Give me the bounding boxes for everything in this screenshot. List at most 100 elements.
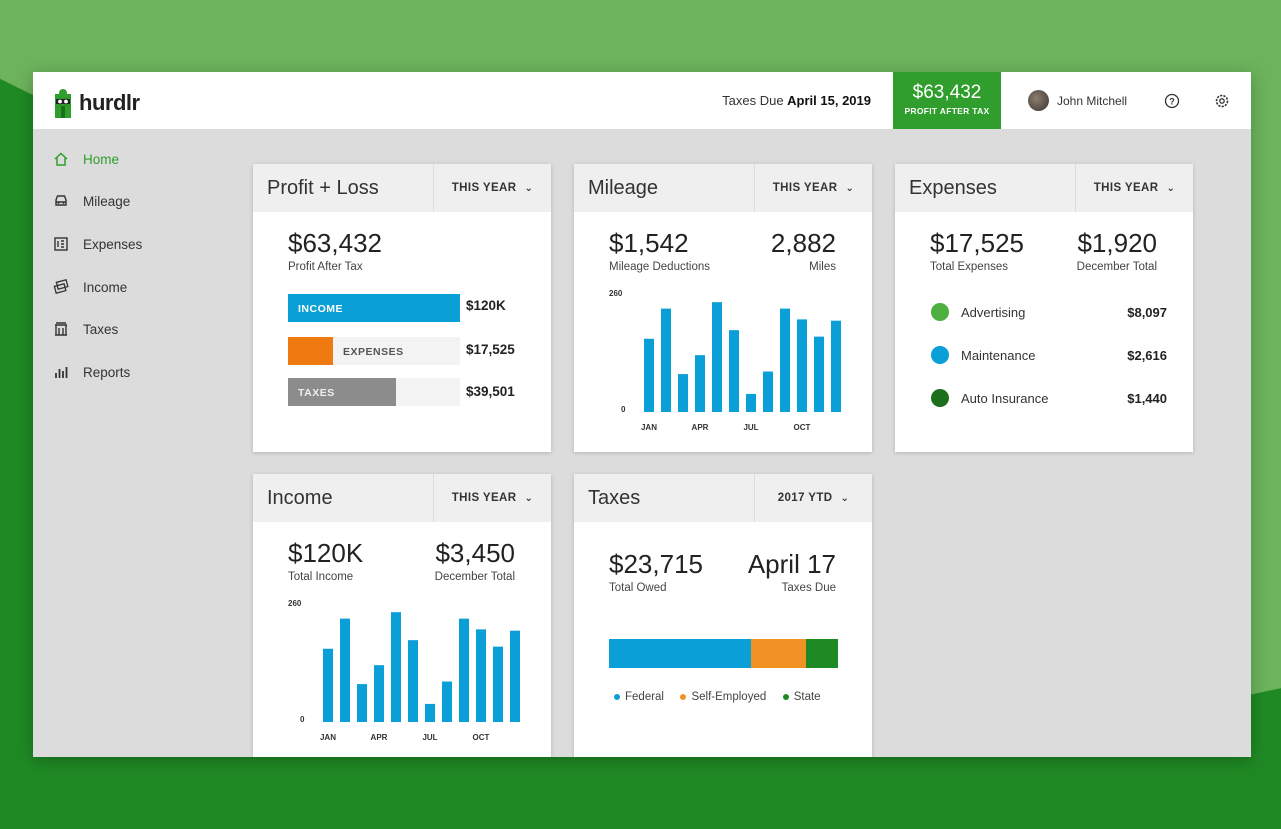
- card-header: Profit + Loss THIS YEAR ⌄: [253, 164, 551, 212]
- sidebar-item-mileage[interactable]: Mileage: [53, 193, 130, 209]
- sidebar-item-reports[interactable]: Reports: [53, 364, 130, 380]
- legend-dot: [680, 694, 687, 700]
- sidebar-item-label: Reports: [83, 364, 131, 380]
- period-dropdown[interactable]: THIS YEAR ⌄: [754, 164, 872, 212]
- card-header: Income THIS YEAR ⌄: [253, 474, 551, 522]
- sidebar-item-income[interactable]: Income: [53, 279, 127, 295]
- top-bar: hurdlr Taxes Due April 15, 2019 $63,432 …: [33, 72, 1251, 129]
- chart-bar[interactable]: [661, 308, 671, 412]
- chart-bar[interactable]: [442, 681, 452, 722]
- legend-label: Self-Employed: [691, 691, 767, 703]
- card-title: Profit + Loss: [267, 177, 379, 199]
- total-income-summary: $120K Total Income: [288, 538, 363, 583]
- total-income-label: Total Income: [288, 571, 354, 583]
- profit-loss-amount: $63,432: [288, 228, 382, 258]
- federal-segment: [609, 639, 751, 668]
- chart-bar[interactable]: [493, 646, 503, 722]
- profit-loss-card: Profit + Loss THIS YEAR ⌄ $63,432 Profit…: [253, 164, 551, 452]
- legend-self-employed: Self-Employed: [680, 691, 766, 703]
- sidebar-item-label: Expenses: [83, 236, 143, 252]
- taxes-bar-label: TAXES: [298, 387, 335, 399]
- x-tick-label: JUL: [743, 423, 758, 432]
- legend-dot: [782, 694, 789, 700]
- chart-bar[interactable]: [476, 629, 486, 722]
- chart-bar[interactable]: [831, 320, 841, 412]
- chart-bar[interactable]: [797, 319, 807, 412]
- total-expenses-amount: $17,525: [930, 228, 1024, 258]
- chart-bar[interactable]: [729, 330, 739, 412]
- income-bar-chart: 260 0 JAN APR JUL OCT: [288, 599, 520, 742]
- expense-category-label: Auto Insurance: [961, 390, 1049, 406]
- chart-bar[interactable]: [323, 648, 333, 722]
- card-header: Taxes 2017 YTD ⌄: [574, 474, 872, 522]
- x-tick-label: APR: [371, 733, 388, 742]
- x-tick-label: JAN: [641, 423, 657, 432]
- chart-bar[interactable]: [746, 393, 756, 412]
- chart-bar[interactable]: [459, 618, 469, 722]
- logo[interactable]: hurdlr: [52, 88, 140, 118]
- x-tick-label: JUL: [422, 733, 437, 742]
- chart-bar[interactable]: [357, 684, 367, 722]
- gear-icon[interactable]: [1214, 93, 1230, 109]
- legend-federal: Federal: [614, 691, 664, 703]
- chart-bar[interactable]: [408, 640, 418, 722]
- profit-after-tax-badge[interactable]: $63,432 PROFIT AFTER TAX: [893, 72, 1001, 129]
- sidebar-item-label: Taxes: [83, 321, 119, 337]
- taxes-owed-amount: $23,715: [609, 549, 703, 579]
- expenses-bar[interactable]: EXPENSES: [288, 337, 460, 365]
- taxes-due-date: April 15, 2019: [787, 93, 871, 108]
- y-tick-label: 0: [300, 715, 305, 724]
- miles-amount: 2,882: [770, 228, 836, 258]
- category-color-dot: [931, 303, 949, 321]
- chart-bar[interactable]: [695, 355, 705, 412]
- taxes-due-info: Taxes Due April 15, 2019: [722, 93, 871, 108]
- legend-dot: [614, 694, 620, 700]
- x-tick-label: JAN: [320, 733, 336, 742]
- period-dropdown[interactable]: THIS YEAR ⌄: [433, 474, 551, 522]
- expense-category-auto-insurance[interactable]: Auto Insurance $1,440: [931, 388, 1167, 408]
- mileage-bar-chart: 260 0 JAN APR JUL OCT: [609, 289, 841, 432]
- chart-bar[interactable]: [374, 665, 384, 722]
- help-icon[interactable]: ?: [1164, 93, 1180, 109]
- expense-category-advertising[interactable]: Advertising $8,097: [931, 302, 1167, 322]
- period-dropdown[interactable]: THIS YEAR ⌄: [433, 164, 551, 212]
- sidebar-item-expenses[interactable]: Expenses: [53, 236, 142, 252]
- chart-bar[interactable]: [425, 703, 435, 722]
- user-menu[interactable]: John Mitchell: [1028, 90, 1127, 111]
- chart-bar[interactable]: [780, 308, 790, 412]
- miles-label: Miles: [809, 261, 836, 273]
- x-tick-label: OCT: [794, 423, 811, 432]
- profit-label: PROFIT AFTER TAX: [904, 106, 990, 116]
- chart-bar[interactable]: [763, 371, 773, 412]
- chart-bar[interactable]: [340, 618, 350, 722]
- chart-bar[interactable]: [712, 302, 722, 412]
- period-dropdown[interactable]: 2017 YTD ⌄: [754, 474, 872, 522]
- sidebar-item-home[interactable]: Home: [53, 151, 119, 167]
- y-tick-label: 0: [621, 405, 626, 414]
- money-icon: [53, 279, 69, 294]
- app-window: hurdlr Taxes Due April 15, 2019 $63,432 …: [33, 72, 1251, 757]
- legend-state: State: [782, 691, 821, 703]
- december-expenses-amount: $1,920: [1077, 228, 1157, 258]
- income-bar[interactable]: INCOME: [288, 294, 460, 322]
- profit-amount: $63,432: [912, 82, 982, 103]
- chevron-down-icon: ⌄: [524, 492, 534, 504]
- total-income-amount: $120K: [288, 538, 364, 568]
- taxes-due-label: Taxes Due: [781, 582, 836, 594]
- chart-bar[interactable]: [391, 612, 401, 722]
- taxes-breakdown-bar[interactable]: [609, 639, 838, 668]
- chart-bar[interactable]: [644, 338, 654, 412]
- expense-category-maintenance[interactable]: Maintenance $2,616: [931, 345, 1167, 365]
- card-title: Income: [267, 487, 333, 509]
- sidebar-item-taxes[interactable]: Taxes: [53, 321, 118, 337]
- chart-bar[interactable]: [678, 374, 688, 412]
- chart-bar[interactable]: [814, 336, 824, 412]
- period-dropdown[interactable]: THIS YEAR ⌄: [1075, 164, 1193, 212]
- taxes-bar[interactable]: TAXES: [288, 378, 460, 406]
- taxes-owed-label: Total Owed: [609, 582, 667, 594]
- chart-bar[interactable]: [510, 630, 520, 722]
- card-title: Taxes: [588, 487, 641, 509]
- chevron-down-icon: ⌄: [845, 182, 855, 194]
- y-tick-label: 260: [609, 289, 623, 298]
- legend-label: Federal: [625, 691, 664, 703]
